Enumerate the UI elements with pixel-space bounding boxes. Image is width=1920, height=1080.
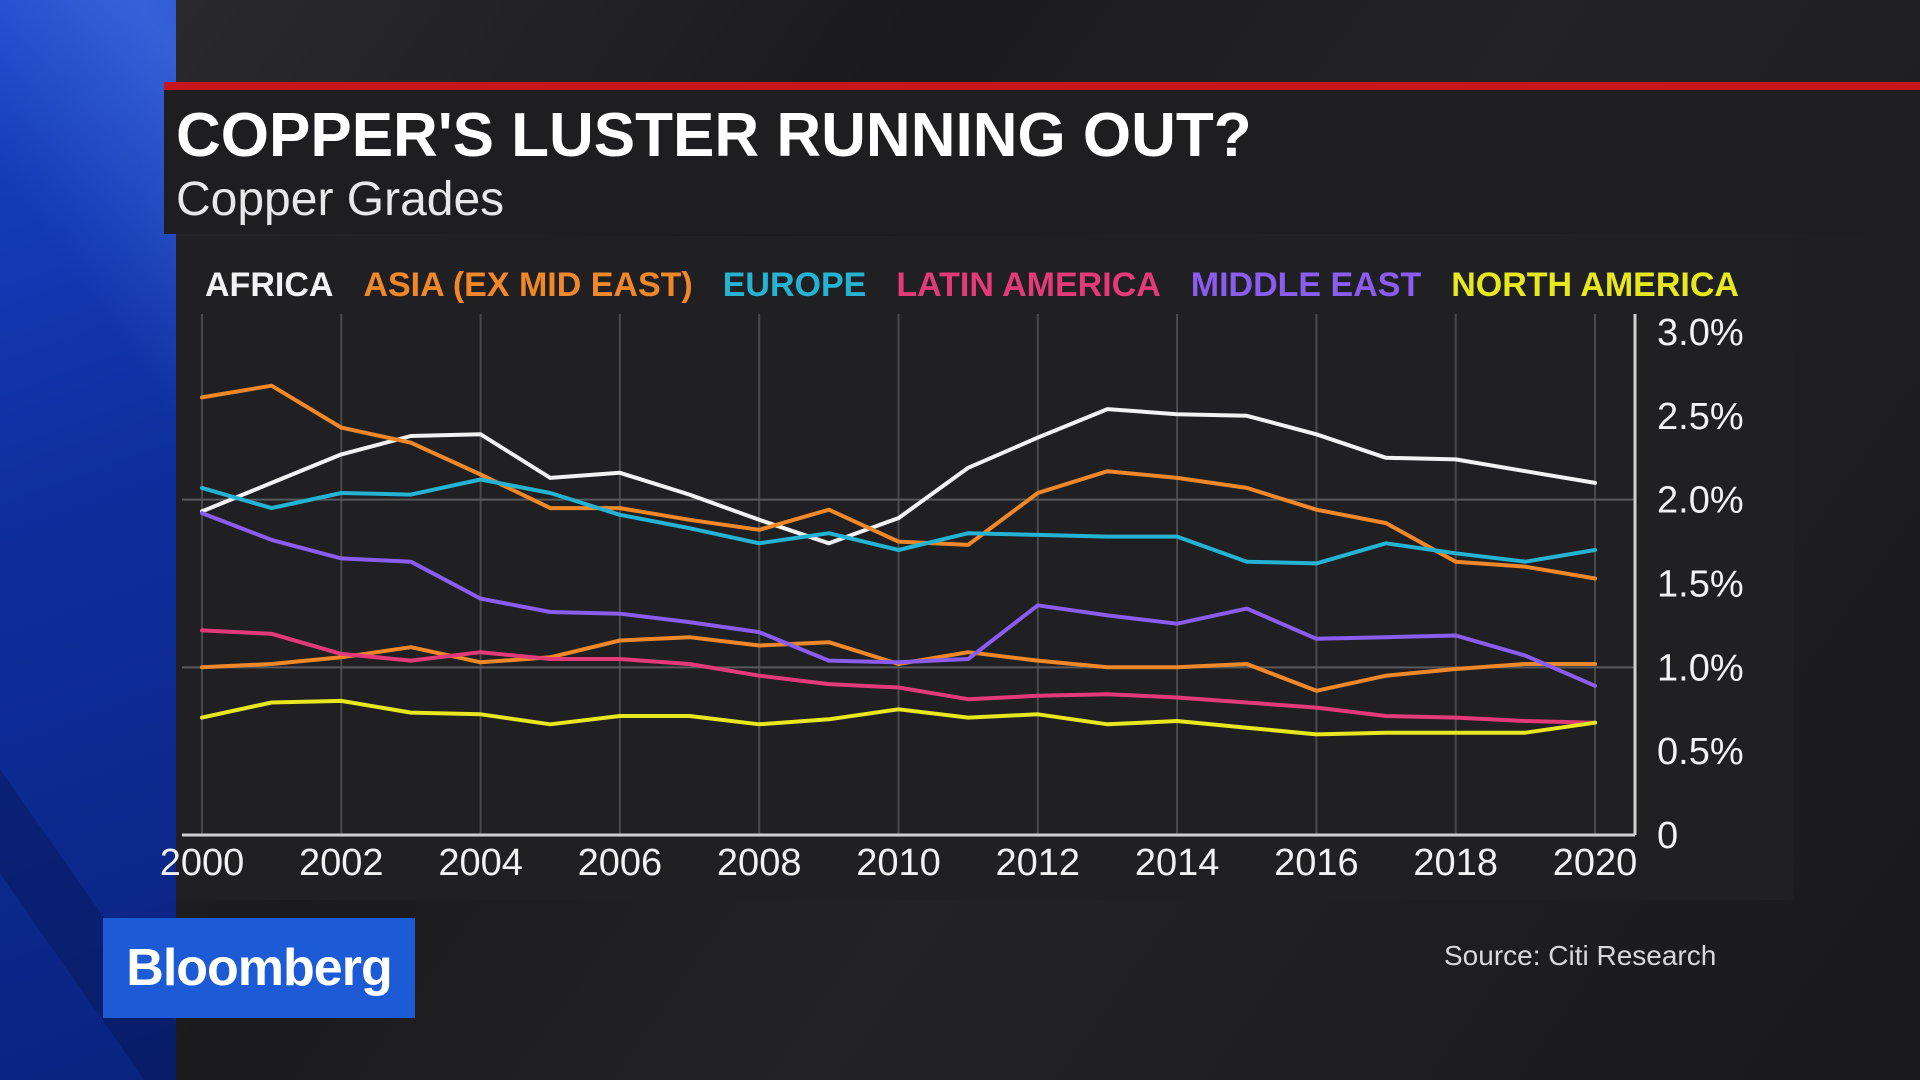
- x-tick-label: 2004: [438, 842, 523, 884]
- x-tick-label: 2010: [856, 842, 941, 884]
- y-tick-label: 0.5%: [1657, 731, 1744, 773]
- series-line-north-america: [200, 698, 1597, 737]
- bloomberg-logo: Bloomberg: [103, 918, 415, 1018]
- x-tick-label: 2008: [717, 842, 802, 884]
- legend-item-africa: AFRICA: [205, 265, 334, 304]
- x-tick-label: 2012: [996, 842, 1081, 884]
- series-line-africa: [200, 407, 1597, 546]
- x-tick-label: 2020: [1553, 842, 1638, 884]
- y-tick-label: 2.5%: [1657, 396, 1744, 438]
- y-tick-label: 1.0%: [1657, 647, 1744, 689]
- headline-bar: COPPER'S LUSTER RUNNING OUT? Copper Grad…: [164, 82, 1920, 234]
- x-tick-label: 2016: [1274, 842, 1359, 884]
- x-tick-label: 2014: [1135, 842, 1220, 884]
- red-accent-line: [164, 82, 1920, 90]
- x-tick-label: 2002: [299, 842, 384, 884]
- legend-item-middle-east: MIDDLE EAST: [1190, 265, 1422, 304]
- blue-side-stripe: [0, 0, 176, 1080]
- series-line-middle-east: [200, 511, 1597, 688]
- x-tick-label: 2006: [578, 842, 663, 884]
- series-line-latin-america: [200, 628, 1597, 725]
- y-tick-label: 2.0%: [1657, 480, 1744, 522]
- y-tick-label: 3.0%: [1657, 312, 1744, 354]
- x-tick-label: 2000: [160, 842, 245, 884]
- headline-subtitle: Copper Grades: [176, 173, 505, 226]
- y-tick-label: 1.5%: [1657, 564, 1744, 606]
- x-tick-label: 2018: [1413, 842, 1498, 884]
- legend-item-latin-america: LATIN AMERICA: [896, 265, 1161, 304]
- series-line-europe: [200, 477, 1597, 566]
- legend-item-north-america: NORTH AMERICA: [1451, 265, 1739, 304]
- y-tick-label: 0: [1657, 815, 1678, 857]
- headline-title: COPPER'S LUSTER RUNNING OUT?: [176, 101, 1252, 170]
- chart-legend: AFRICA ASIA (EX MID EAST) EUROPE LATIN A…: [205, 262, 1739, 308]
- legend-item-asia: ASIA (EX MID EAST): [363, 265, 693, 304]
- legend-item-europe: EUROPE: [722, 265, 867, 304]
- source-note: Source: Citi Research: [1444, 940, 1717, 971]
- series-line-asia-ex-mid-east-: [200, 383, 1597, 581]
